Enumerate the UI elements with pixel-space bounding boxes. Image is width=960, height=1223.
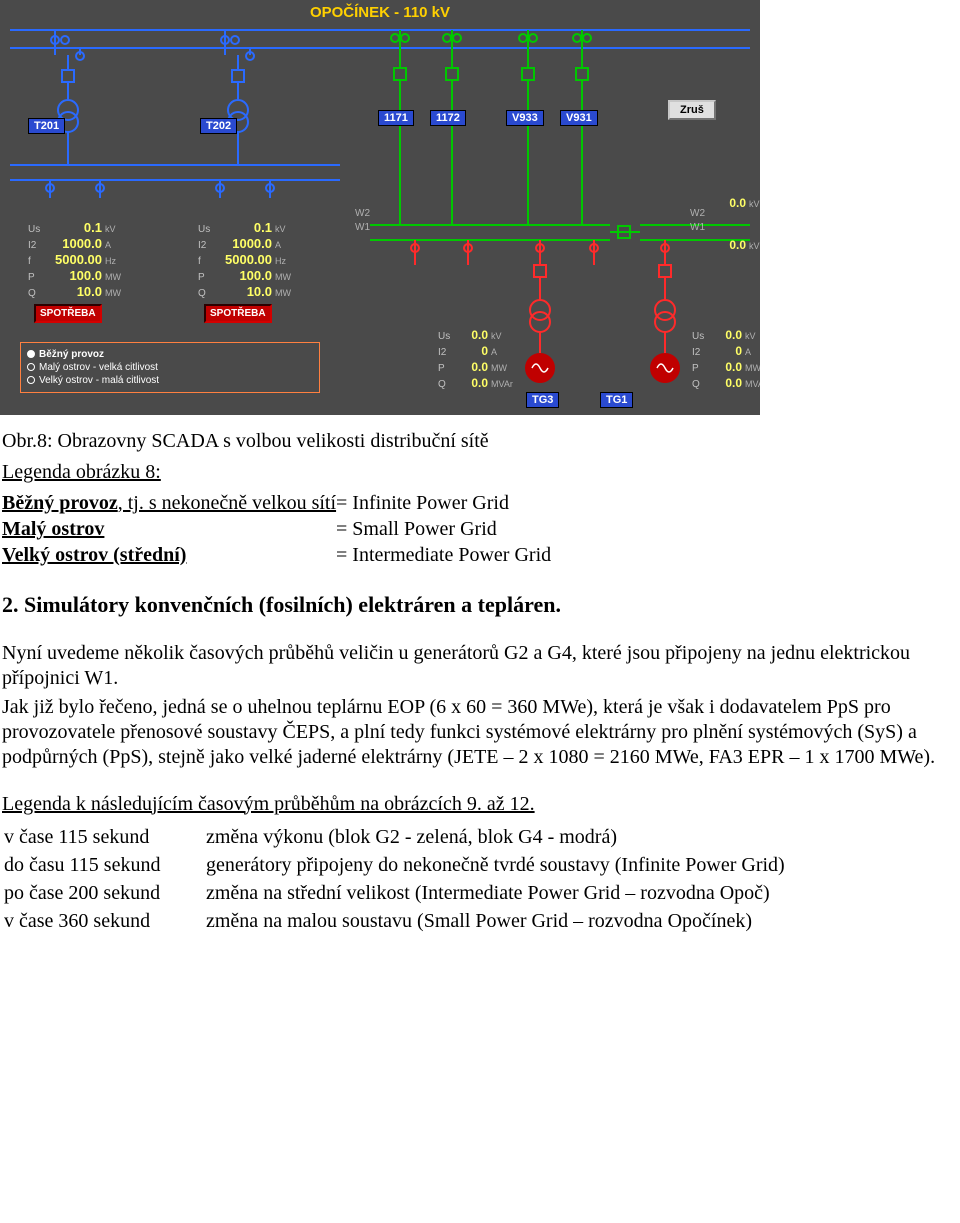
tg1-q: Q0.0MVAr <box>692 376 760 390</box>
tg3-p: P0.0MW <box>438 360 507 374</box>
label-t201: T201 <box>28 118 65 134</box>
mode-option-1[interactable]: Malý ostrov - velká citlivost <box>27 362 313 373</box>
label-w1b: W1 <box>690 222 705 233</box>
section-2-heading: 2. Simulátory konvenčních (fosilních) el… <box>2 591 958 619</box>
g2-spot[interactable]: SPOTŘEBA <box>204 304 272 323</box>
para-1: Nyní uvedeme několik časových průběhů ve… <box>2 641 958 691</box>
scada-title: OPOČÍNEK - 110 kV <box>0 4 760 21</box>
scada-screenshot: OPOČÍNEK - 110 kV T201 T202 1171 1172 V9… <box>0 0 760 415</box>
tg3-i2: I20A <box>438 344 497 358</box>
mode-option-2[interactable]: Velký ostrov - malá citlivost <box>27 375 313 386</box>
legend8-table: Běžný provoz, tj. s nekonečně velkou sít… <box>2 491 551 569</box>
cancel-button[interactable]: Zruš <box>668 100 716 120</box>
timeline-row: v čase 360 sekundzměna na malou soustavu… <box>4 909 785 935</box>
timeline-row: v čase 115 sekundzměna výkonu (blok G2 -… <box>4 825 785 851</box>
radio-icon <box>27 376 35 384</box>
g1-spot[interactable]: SPOTŘEBA <box>34 304 102 323</box>
figure-caption: Obr.8: Obrazovny SCADA s volbou velikost… <box>2 429 958 454</box>
g2-i2: I21000.0A <box>198 236 281 251</box>
label-t202: T202 <box>200 118 237 134</box>
label-w2a: W2 <box>355 208 370 219</box>
g2-p: P100.0MW <box>198 268 291 283</box>
mode-panel: Běžný provoz Malý ostrov - velká citlivo… <box>20 342 320 393</box>
label-w2b: W2 <box>690 208 705 219</box>
g1-f: f5000.00Hz <box>28 252 116 267</box>
g1-q: Q10.0MW <box>28 284 121 299</box>
g2-q: Q10.0MW <box>198 284 291 299</box>
label-1171: 1171 <box>378 110 414 126</box>
label-1172: 1172 <box>430 110 466 126</box>
radio-icon <box>27 350 35 358</box>
legend8-title: Legenda obrázku 8: <box>2 460 958 485</box>
tg1-p: P0.0MW <box>692 360 760 374</box>
document-body: Obr.8: Obrazovny SCADA s volbou velikost… <box>0 423 960 937</box>
g1-p: P100.0MW <box>28 268 121 283</box>
line-w1-kv: 0.0kV <box>712 238 760 252</box>
g2-us: Us0.1kV <box>198 220 286 235</box>
g1-us: Us0.1kV <box>28 220 116 235</box>
label-w1a: W1 <box>355 222 370 233</box>
g2-f: f5000.00Hz <box>198 252 286 267</box>
legend8-row: Běžný provoz, tj. s nekonečně velkou sít… <box>2 491 551 517</box>
tg1-us: Us0.0kV <box>692 328 756 342</box>
timeline-row: do času 115 sekundgenerátory připojeny d… <box>4 853 785 879</box>
tg3-us: Us0.0kV <box>438 328 502 342</box>
line-w2-kv: 0.0kV <box>712 196 760 210</box>
label-tg1: TG1 <box>600 392 633 408</box>
label-tg3: TG3 <box>526 392 559 408</box>
legend8-row: Velký ostrov (střední)= Intermediate Pow… <box>2 543 551 569</box>
tg3-q: Q0.0MVAr <box>438 376 513 390</box>
label-v933: V933 <box>506 110 544 126</box>
g1-i2: I21000.0A <box>28 236 111 251</box>
timeline-row: po čase 200 sekundzměna na střední velik… <box>4 881 785 907</box>
para-2: Jak již bylo řečeno, jedná se o uhelnou … <box>2 695 958 770</box>
mode-option-0[interactable]: Běžný provoz <box>27 349 313 360</box>
tg1-i2: I20A <box>692 344 751 358</box>
radio-icon <box>27 363 35 371</box>
legend8-row: Malý ostrov= Small Power Grid <box>2 517 551 543</box>
timeline-title: Legenda k následujícím časovým průběhům … <box>2 792 958 817</box>
label-v931: V931 <box>560 110 598 126</box>
timeline-table: v čase 115 sekundzměna výkonu (blok G2 -… <box>2 823 787 937</box>
